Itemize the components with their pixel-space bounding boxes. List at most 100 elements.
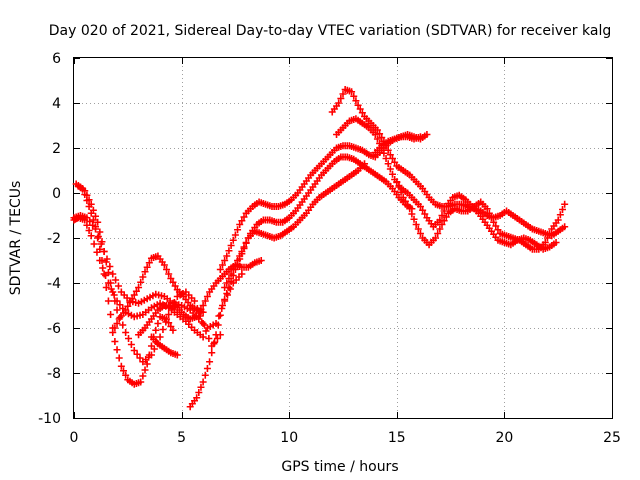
data-point bbox=[436, 225, 444, 233]
data-point bbox=[169, 278, 177, 286]
data-point bbox=[96, 228, 104, 236]
y-tick-label: 4 bbox=[52, 96, 61, 112]
data-point bbox=[86, 218, 94, 225]
data-point bbox=[339, 90, 347, 98]
data-point bbox=[354, 101, 362, 109]
y-tick-label: -6 bbox=[47, 321, 61, 337]
data-point bbox=[416, 230, 424, 237]
data-point bbox=[87, 209, 95, 217]
data-point bbox=[225, 275, 233, 282]
data-point bbox=[399, 194, 407, 201]
data-point bbox=[100, 270, 108, 278]
data-point bbox=[218, 261, 226, 269]
data-point bbox=[395, 183, 403, 191]
data-point bbox=[335, 99, 343, 107]
data-point bbox=[147, 342, 155, 350]
data-point bbox=[197, 383, 205, 391]
data-point bbox=[141, 268, 149, 276]
data-point bbox=[113, 346, 121, 354]
data-point bbox=[244, 234, 252, 242]
data-point bbox=[130, 347, 138, 354]
data-point bbox=[141, 366, 149, 374]
data-point bbox=[358, 109, 366, 117]
data-point bbox=[386, 151, 394, 159]
series-arc-2 bbox=[70, 214, 207, 341]
data-point bbox=[122, 306, 130, 314]
x-axis-label: GPS time / hours bbox=[281, 459, 398, 475]
data-point bbox=[382, 155, 390, 162]
x-tick-label: 10 bbox=[280, 430, 298, 446]
data-point bbox=[234, 257, 242, 264]
data-point bbox=[139, 273, 147, 281]
data-point bbox=[556, 211, 564, 219]
data-point bbox=[159, 326, 167, 333]
data-point bbox=[81, 191, 89, 198]
data-point bbox=[384, 146, 392, 154]
data-point bbox=[229, 236, 237, 244]
data-point bbox=[130, 291, 138, 299]
data-point bbox=[201, 297, 209, 305]
data-point bbox=[113, 320, 121, 327]
series-arc-14 bbox=[371, 131, 431, 156]
data-point bbox=[380, 149, 388, 157]
series-arc-13 bbox=[393, 178, 569, 253]
data-point bbox=[223, 290, 231, 297]
series-arc-6 bbox=[135, 257, 265, 339]
data-point bbox=[337, 95, 345, 102]
data-point bbox=[421, 210, 429, 218]
data-point bbox=[438, 221, 446, 228]
data-point bbox=[81, 216, 89, 224]
data-point bbox=[169, 326, 177, 334]
data-point bbox=[92, 212, 100, 220]
data-point bbox=[231, 231, 239, 239]
data-point bbox=[388, 170, 396, 178]
data-point bbox=[85, 203, 93, 210]
data-point bbox=[371, 131, 379, 138]
data-point bbox=[434, 230, 442, 237]
data-point bbox=[143, 360, 151, 368]
y-tick-label: -4 bbox=[47, 276, 61, 292]
data-point bbox=[116, 301, 124, 309]
data-point bbox=[490, 218, 498, 226]
series-arc-7 bbox=[147, 333, 181, 359]
data-point bbox=[208, 349, 216, 357]
y-axis-label: SDTVAR / TECUs bbox=[8, 181, 24, 296]
x-tick-label: 0 bbox=[70, 430, 79, 446]
data-point bbox=[408, 210, 416, 218]
data-point bbox=[419, 206, 427, 214]
data-point bbox=[236, 221, 244, 228]
data-point bbox=[210, 340, 218, 348]
data-point bbox=[227, 270, 235, 278]
data-point bbox=[163, 266, 171, 273]
data-point bbox=[197, 305, 205, 313]
data-point bbox=[94, 234, 102, 242]
data-point bbox=[114, 282, 122, 290]
data-point bbox=[137, 278, 145, 286]
x-tick-label: 5 bbox=[177, 430, 186, 446]
data-point bbox=[238, 270, 246, 278]
data-point bbox=[85, 227, 93, 234]
data-point bbox=[494, 226, 502, 234]
data-point bbox=[102, 258, 110, 266]
data-point bbox=[416, 203, 424, 210]
data-point bbox=[127, 341, 135, 348]
data-point bbox=[229, 266, 237, 273]
data-point bbox=[113, 306, 121, 314]
data-point bbox=[212, 331, 220, 339]
data-point bbox=[145, 351, 153, 359]
data-point bbox=[203, 293, 211, 300]
data-point bbox=[483, 205, 491, 213]
data-point bbox=[193, 394, 201, 402]
data-point bbox=[485, 209, 493, 217]
data-point bbox=[223, 279, 231, 287]
series-arc-11 bbox=[328, 86, 569, 240]
data-point bbox=[87, 232, 95, 240]
y-tick-label: 2 bbox=[52, 141, 61, 157]
data-point bbox=[94, 218, 102, 226]
data-point bbox=[154, 320, 162, 327]
data-point bbox=[199, 320, 207, 327]
data-point bbox=[440, 217, 448, 225]
data-point bbox=[109, 329, 117, 336]
data-point bbox=[240, 243, 248, 251]
data-point bbox=[79, 185, 87, 192]
